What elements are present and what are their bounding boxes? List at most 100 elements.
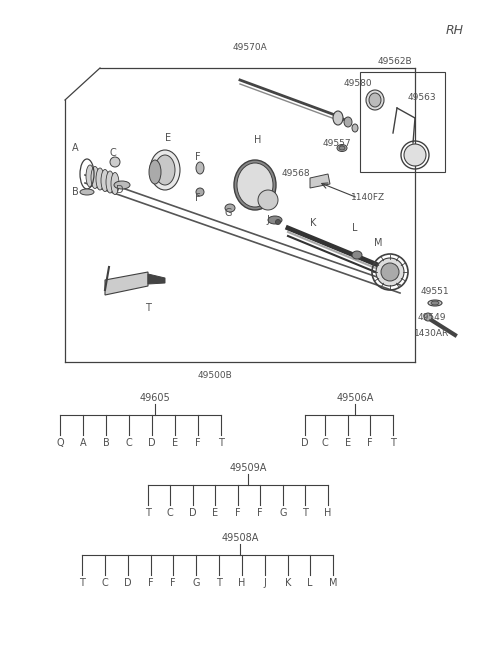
Text: E: E bbox=[165, 133, 171, 143]
Text: C: C bbox=[109, 148, 116, 158]
Text: T: T bbox=[390, 438, 396, 448]
Text: G: G bbox=[279, 508, 287, 518]
Text: 49508A: 49508A bbox=[221, 533, 259, 543]
Text: T: T bbox=[216, 578, 222, 588]
Ellipse shape bbox=[101, 170, 109, 191]
Ellipse shape bbox=[234, 160, 276, 210]
Text: D: D bbox=[301, 438, 309, 448]
Text: F: F bbox=[257, 508, 263, 518]
Text: M: M bbox=[329, 578, 337, 588]
Ellipse shape bbox=[110, 157, 120, 167]
Text: 49605: 49605 bbox=[140, 393, 170, 403]
Text: RH: RH bbox=[446, 24, 464, 37]
Text: D: D bbox=[116, 185, 124, 195]
Ellipse shape bbox=[431, 301, 439, 305]
Text: F: F bbox=[195, 193, 201, 203]
Text: H: H bbox=[238, 578, 246, 588]
Text: Q: Q bbox=[56, 438, 64, 448]
Text: F: F bbox=[195, 438, 201, 448]
Text: 49568: 49568 bbox=[282, 168, 310, 178]
Text: K: K bbox=[285, 578, 291, 588]
Ellipse shape bbox=[196, 162, 204, 174]
Text: B: B bbox=[103, 438, 109, 448]
Text: C: C bbox=[322, 438, 328, 448]
Ellipse shape bbox=[344, 117, 352, 127]
Text: K: K bbox=[310, 218, 316, 228]
Text: F: F bbox=[195, 152, 201, 162]
Text: A: A bbox=[72, 143, 78, 153]
Ellipse shape bbox=[369, 93, 381, 107]
Text: T: T bbox=[218, 438, 224, 448]
Text: J: J bbox=[264, 578, 266, 588]
Text: T: T bbox=[145, 508, 151, 518]
Ellipse shape bbox=[149, 160, 161, 184]
Ellipse shape bbox=[268, 216, 282, 224]
Ellipse shape bbox=[80, 189, 94, 195]
Ellipse shape bbox=[366, 90, 384, 110]
Text: C: C bbox=[167, 508, 173, 518]
Polygon shape bbox=[105, 272, 148, 295]
Text: D: D bbox=[148, 438, 156, 448]
Ellipse shape bbox=[225, 204, 235, 212]
Text: E: E bbox=[172, 438, 178, 448]
Ellipse shape bbox=[150, 150, 180, 190]
Text: J: J bbox=[266, 215, 269, 225]
Text: H: H bbox=[254, 135, 262, 145]
Ellipse shape bbox=[352, 124, 358, 132]
Text: M: M bbox=[374, 238, 382, 248]
Text: F: F bbox=[148, 578, 154, 588]
Text: G: G bbox=[224, 208, 232, 218]
Ellipse shape bbox=[376, 258, 404, 286]
Text: G: G bbox=[192, 578, 200, 588]
Ellipse shape bbox=[106, 171, 114, 193]
Ellipse shape bbox=[237, 163, 273, 207]
Ellipse shape bbox=[96, 168, 104, 190]
Text: F: F bbox=[235, 508, 241, 518]
Text: 49551: 49551 bbox=[420, 288, 449, 297]
Text: 1140FZ: 1140FZ bbox=[351, 193, 385, 202]
Ellipse shape bbox=[424, 313, 432, 321]
Text: B: B bbox=[72, 187, 78, 197]
Ellipse shape bbox=[428, 300, 442, 306]
Ellipse shape bbox=[258, 190, 278, 210]
Ellipse shape bbox=[111, 172, 119, 195]
Ellipse shape bbox=[86, 165, 94, 187]
Text: L: L bbox=[352, 223, 358, 233]
Text: 49549: 49549 bbox=[418, 314, 446, 322]
Ellipse shape bbox=[339, 146, 345, 150]
Text: 49563: 49563 bbox=[408, 92, 436, 102]
Text: A: A bbox=[80, 438, 86, 448]
Ellipse shape bbox=[352, 251, 362, 259]
Ellipse shape bbox=[155, 155, 175, 185]
Ellipse shape bbox=[276, 219, 280, 225]
Ellipse shape bbox=[404, 144, 426, 166]
Text: F: F bbox=[170, 578, 176, 588]
Text: 49570A: 49570A bbox=[233, 43, 267, 52]
Text: 49506A: 49506A bbox=[336, 393, 374, 403]
Ellipse shape bbox=[91, 166, 99, 189]
Bar bbox=[360, 72, 445, 172]
Text: 49557: 49557 bbox=[323, 138, 351, 147]
Text: 49500B: 49500B bbox=[198, 371, 232, 379]
Text: C: C bbox=[102, 578, 108, 588]
Text: H: H bbox=[324, 508, 332, 518]
Text: E: E bbox=[345, 438, 351, 448]
Text: C: C bbox=[126, 438, 132, 448]
Ellipse shape bbox=[337, 145, 347, 151]
Ellipse shape bbox=[381, 263, 399, 281]
Text: D: D bbox=[124, 578, 132, 588]
Text: T: T bbox=[79, 578, 85, 588]
Polygon shape bbox=[310, 174, 330, 188]
Text: 1430AR: 1430AR bbox=[414, 329, 450, 337]
Ellipse shape bbox=[333, 111, 343, 125]
Ellipse shape bbox=[114, 181, 130, 189]
Text: T: T bbox=[145, 303, 151, 313]
Polygon shape bbox=[148, 274, 165, 284]
Ellipse shape bbox=[196, 188, 204, 196]
Text: T: T bbox=[302, 508, 308, 518]
Text: D: D bbox=[189, 508, 197, 518]
Text: 49562B: 49562B bbox=[378, 58, 412, 67]
Text: E: E bbox=[212, 508, 218, 518]
Text: 49509A: 49509A bbox=[229, 463, 267, 473]
Text: F: F bbox=[367, 438, 373, 448]
